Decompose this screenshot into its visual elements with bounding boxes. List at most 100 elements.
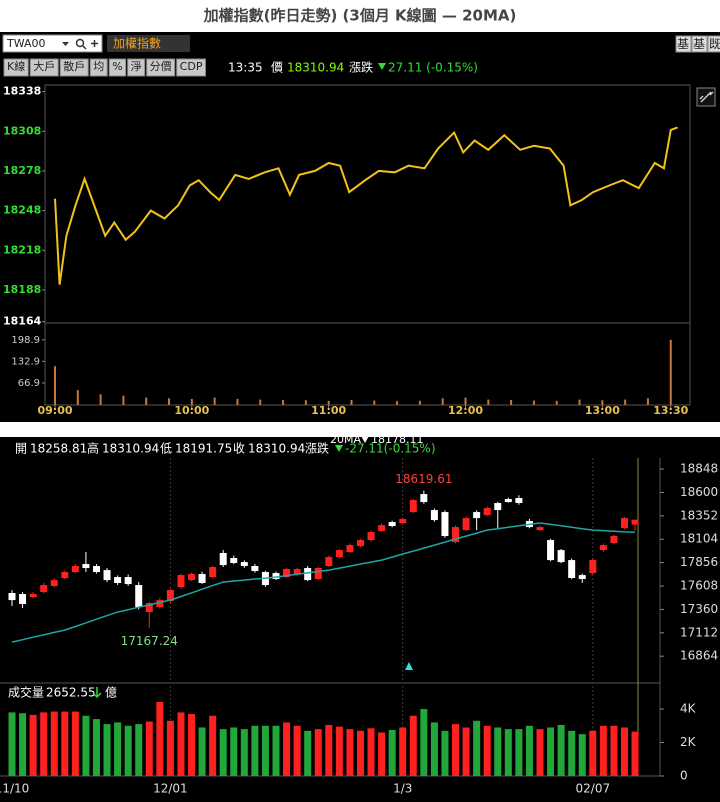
toolbar-button[interactable] xyxy=(89,58,108,77)
toolbar-button[interactable] xyxy=(59,58,89,77)
candle-body xyxy=(610,536,618,543)
candle-body xyxy=(82,564,90,568)
volume-bar xyxy=(452,724,460,776)
candle-body xyxy=(378,525,386,532)
volume-bar xyxy=(624,399,627,405)
x-tick-label: 1/3 xyxy=(393,782,412,796)
volume-bar xyxy=(8,712,16,776)
volume-bar xyxy=(441,398,444,405)
add-icon[interactable] xyxy=(82,40,98,50)
volume-bar xyxy=(213,397,216,405)
volume-label: 成交量 xyxy=(8,685,44,700)
volume-bar xyxy=(29,714,37,776)
quote-price-label: 價 xyxy=(271,61,283,75)
side-button[interactable] xyxy=(691,35,708,53)
volume-bar xyxy=(335,726,343,776)
candle-body xyxy=(92,566,100,573)
candle-body xyxy=(504,499,512,503)
volume-bar xyxy=(251,725,259,776)
volume-bar xyxy=(327,400,330,405)
volume-bar xyxy=(373,400,376,405)
volume-bar xyxy=(76,390,79,405)
candle-body xyxy=(114,577,122,583)
ohlc-label: 低 xyxy=(160,442,172,456)
volume-bar xyxy=(293,725,301,776)
volume-bar xyxy=(494,727,502,776)
y-tick-label: 66.9 xyxy=(18,378,40,389)
x-tick-label: 13:30 xyxy=(653,404,688,417)
y-tick-label: 18164 xyxy=(3,315,42,328)
y-tick-label: 17360 xyxy=(680,602,718,616)
candle-body xyxy=(272,573,280,580)
y-tick-label: 17112 xyxy=(680,625,718,639)
toolbar-button[interactable] xyxy=(127,58,146,77)
volume-bar xyxy=(71,711,79,776)
volume-bar xyxy=(259,399,262,405)
ohlc-label: 高 xyxy=(87,441,99,456)
candle-body xyxy=(29,594,37,598)
volume-bar xyxy=(462,727,470,776)
page-title: 加權指數(昨日走勢) (3個月 K線圖 — 20MA) xyxy=(203,7,517,25)
volume-bar xyxy=(92,719,100,776)
candle-body xyxy=(568,560,576,578)
candle-body xyxy=(240,562,248,567)
volume-bar xyxy=(464,397,467,405)
volume-bar xyxy=(599,725,607,776)
volume-bar xyxy=(135,724,143,776)
side-button-label: 基 xyxy=(677,37,689,51)
volume-bar xyxy=(547,727,555,776)
y-tick-label: 16864 xyxy=(680,649,718,663)
volume-bar xyxy=(525,725,533,776)
dropdown-arrow[interactable] xyxy=(62,42,69,46)
volume-bar xyxy=(177,712,185,776)
x-tick-label: 11/10 xyxy=(0,782,29,796)
y-tick-label: 18338 xyxy=(3,85,41,98)
symbol: TWA00 xyxy=(6,37,46,50)
toolbar-button[interactable] xyxy=(29,58,59,77)
candle-body xyxy=(473,512,481,519)
toolbar-button[interactable] xyxy=(108,58,127,77)
volume-bar xyxy=(261,725,269,776)
toolbar-button[interactable] xyxy=(146,58,176,77)
toolbar-button[interactable] xyxy=(3,58,29,77)
volume-bar xyxy=(122,395,125,405)
volume-bar xyxy=(367,728,375,776)
toolbar-button[interactable] xyxy=(176,58,206,77)
volume-bar xyxy=(145,721,153,776)
search-icon[interactable] xyxy=(75,38,85,48)
change-label: 漲跌 xyxy=(305,441,329,456)
y-tick-label: 198.9 xyxy=(11,335,40,346)
volume-bar xyxy=(532,400,535,405)
candle-body xyxy=(135,585,143,608)
toolbar-button-label: 散戶 xyxy=(63,59,85,73)
y-tick-label: 18278 xyxy=(3,164,41,177)
side-button[interactable] xyxy=(707,35,720,53)
toolbar-button-label: 淨 xyxy=(131,60,142,73)
symbol-box[interactable] xyxy=(2,34,103,53)
x-tick-label: 12:00 xyxy=(448,404,483,417)
volume-bar xyxy=(168,398,171,405)
volume-bar xyxy=(388,729,396,776)
candle-body xyxy=(283,569,291,578)
candle-body xyxy=(209,567,217,578)
volume-bar xyxy=(283,722,291,776)
candle-body xyxy=(409,500,417,513)
volume-bar xyxy=(124,725,132,776)
candle-body xyxy=(8,593,16,601)
volume-bar xyxy=(473,720,481,776)
quote-change: 27.11 (-0.15%) xyxy=(388,61,478,75)
candle-body xyxy=(71,566,79,573)
volume-bar xyxy=(325,724,333,776)
y-tick-label: 132.9 xyxy=(11,356,40,367)
x-tick-label: 13:00 xyxy=(585,404,620,417)
y-tick-label: 2K xyxy=(680,735,697,749)
volume-bar xyxy=(219,729,227,776)
volume-bar xyxy=(418,400,421,405)
volume-bar xyxy=(19,713,27,776)
price-line xyxy=(54,126,678,285)
volume-bar xyxy=(282,399,285,405)
side-button[interactable] xyxy=(675,35,692,53)
candle-body xyxy=(620,518,628,528)
candle-body xyxy=(631,519,639,525)
